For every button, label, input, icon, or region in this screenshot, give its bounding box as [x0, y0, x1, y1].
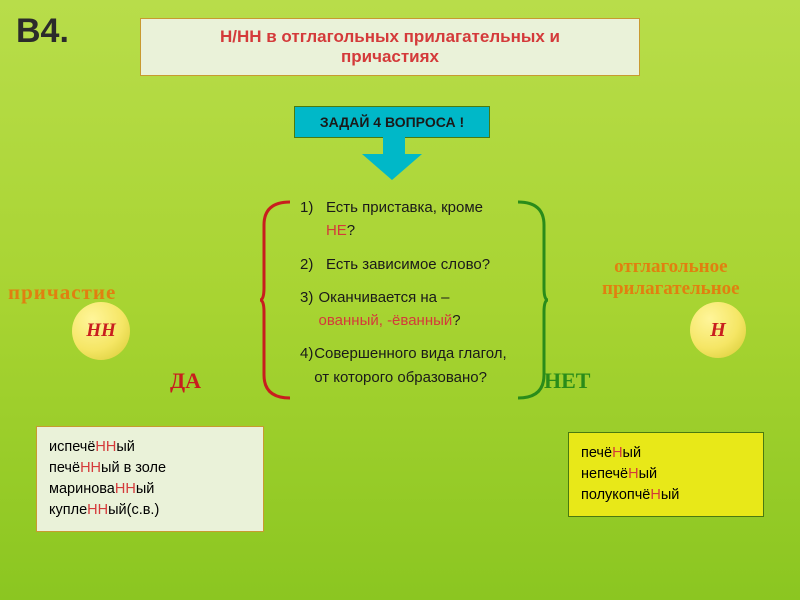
- circle-n: Н: [690, 302, 746, 358]
- topic-title-line2: причастиях: [155, 47, 625, 67]
- example-line: куплеННый(с.в.): [49, 500, 251, 521]
- arrow-stem: [383, 136, 405, 154]
- brace-right-icon: [516, 200, 550, 400]
- yes-label: ДА: [170, 368, 201, 394]
- topic-title-line1: Н/НН в отглагольных прилагательных и: [155, 27, 625, 47]
- example-line: полукопчёНый: [581, 485, 751, 506]
- circle-n-text: Н: [710, 319, 726, 342]
- question-number: 1): [300, 196, 326, 243]
- question-text: Есть приставка, кроме НЕ?: [326, 196, 516, 243]
- question-text: Оканчивается на – ованный, -ёванный?: [319, 286, 516, 333]
- right-category-line2: прилагательное: [602, 278, 740, 300]
- circle-nn: НН: [72, 302, 130, 360]
- example-line: испечёННый: [49, 437, 251, 458]
- example-line: мариноваННый: [49, 479, 251, 500]
- question-text: Есть зависимое слово?: [326, 253, 490, 276]
- example-line: непечёНый: [581, 464, 751, 485]
- examples-left-box: испечёННыйпечёННый в золемариноваННыйкуп…: [36, 426, 264, 532]
- example-line: печёНый: [581, 443, 751, 464]
- question-item: 2)Есть зависимое слово?: [300, 253, 516, 276]
- right-category-line1: отглагольное: [602, 256, 740, 278]
- question-text: Совершенного вида глагол, от которого об…: [314, 342, 516, 389]
- brace-left-icon: [258, 200, 292, 400]
- question-number: 4): [300, 342, 314, 389]
- right-category-label: отглагольное прилагательное: [602, 256, 740, 300]
- circle-nn-text: НН: [86, 320, 116, 342]
- question-item: 4)Совершенного вида глагол, от которого …: [300, 342, 516, 389]
- question-number: 3): [300, 286, 319, 333]
- down-arrow-icon: [362, 154, 422, 180]
- question-item: 3)Оканчивается на – ованный, -ёванный?: [300, 286, 516, 333]
- example-line: печёННый в золе: [49, 458, 251, 479]
- question-item: 1)Есть приставка, кроме НЕ?: [300, 196, 516, 243]
- no-label: НЕТ: [544, 368, 590, 394]
- examples-right-box: печёНыйнепечёНыйполукопчёНый: [568, 432, 764, 517]
- instruction-box: ЗАДАЙ 4 ВОПРОСА !: [294, 106, 490, 138]
- topic-title-box: Н/НН в отглагольных прилагательных и при…: [140, 18, 640, 76]
- question-number: 2): [300, 253, 326, 276]
- questions-list: 1)Есть приставка, кроме НЕ?2)Есть зависи…: [300, 196, 516, 399]
- section-badge: В4.: [16, 12, 69, 51]
